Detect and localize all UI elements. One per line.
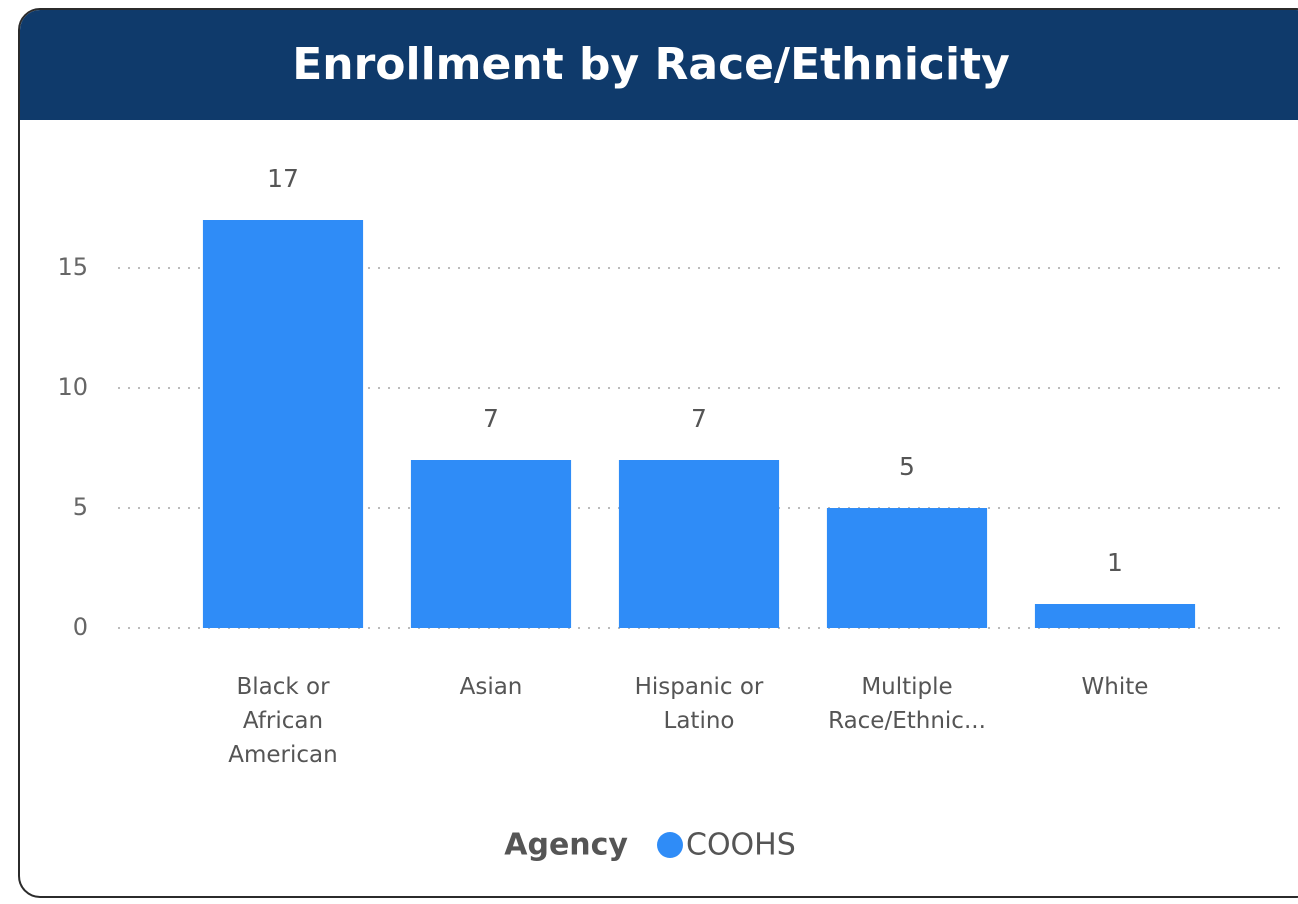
x-tick-label: White	[1081, 674, 1149, 700]
bar	[410, 460, 572, 628]
legend-label: COOHS	[686, 828, 796, 863]
y-tick-label: 5	[73, 493, 88, 521]
header	[20, 10, 1298, 120]
legend-marker	[657, 832, 683, 858]
y-tick-label: 0	[73, 613, 88, 641]
data-label: 17	[267, 164, 299, 193]
bar	[1034, 604, 1196, 628]
legend-title: Agency	[504, 828, 628, 863]
data-label: 1	[1107, 548, 1123, 577]
x-tick-label: Black or African American	[228, 674, 338, 768]
data-label: 7	[483, 404, 499, 433]
bar	[202, 220, 364, 628]
x-tick-label: Multiple Race/Ethnic...	[828, 674, 986, 734]
y-tick-label: 15	[57, 253, 88, 281]
y-tick-label: 10	[57, 373, 88, 401]
x-tick-label: Asian	[459, 674, 523, 700]
bar	[826, 508, 988, 628]
data-label: 5	[899, 452, 915, 481]
data-label: 7	[691, 404, 707, 433]
chart-title: Enrollment by Race/Ethnicity	[292, 39, 1010, 90]
bar	[618, 460, 780, 628]
x-tick-label: Hispanic or Latino	[634, 674, 764, 734]
